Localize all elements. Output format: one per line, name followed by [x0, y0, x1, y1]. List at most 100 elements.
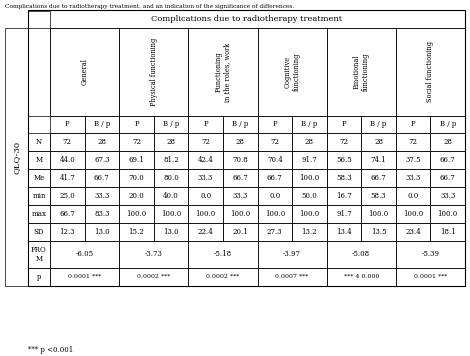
Text: 22.4: 22.4: [198, 228, 213, 236]
Text: B / p: B / p: [232, 120, 249, 129]
Bar: [431, 169, 465, 187]
Text: 42.4: 42.4: [198, 156, 213, 164]
Text: 13.0: 13.0: [94, 228, 110, 236]
Text: -5.18: -5.18: [214, 251, 232, 258]
Bar: [396, 241, 465, 268]
Text: 18.1: 18.1: [440, 228, 455, 236]
Text: 27.3: 27.3: [267, 228, 282, 236]
Bar: [154, 223, 188, 241]
Bar: [292, 205, 327, 223]
Text: 91.7: 91.7: [336, 210, 352, 218]
Bar: [28, 187, 50, 205]
Text: 81.2: 81.2: [163, 156, 179, 164]
Text: 100.0: 100.0: [126, 210, 147, 218]
Text: 0.0: 0.0: [269, 192, 281, 200]
Bar: [361, 205, 396, 223]
Text: 72: 72: [408, 138, 418, 146]
Text: 16.7: 16.7: [336, 192, 352, 200]
Bar: [223, 223, 258, 241]
Text: 74.1: 74.1: [371, 156, 386, 164]
Bar: [28, 268, 50, 286]
Text: 100.0: 100.0: [161, 210, 181, 218]
Text: 20.1: 20.1: [232, 228, 248, 236]
Bar: [327, 151, 361, 169]
Bar: [258, 28, 327, 116]
Text: 66.7: 66.7: [440, 174, 455, 182]
Bar: [396, 28, 465, 116]
Text: -3.97: -3.97: [283, 251, 301, 258]
Bar: [50, 133, 85, 151]
Bar: [50, 116, 85, 133]
Bar: [50, 151, 85, 169]
Text: 58.3: 58.3: [336, 174, 352, 182]
Bar: [188, 151, 223, 169]
Text: 66.7: 66.7: [94, 174, 110, 182]
Bar: [396, 268, 465, 286]
Text: B / p: B / p: [370, 120, 387, 129]
Text: 37.5: 37.5: [405, 156, 421, 164]
Bar: [258, 116, 292, 133]
Bar: [431, 205, 465, 223]
Bar: [119, 205, 154, 223]
Bar: [223, 133, 258, 151]
Bar: [188, 133, 223, 151]
Bar: [28, 205, 50, 223]
Text: P: P: [273, 120, 277, 129]
Bar: [223, 205, 258, 223]
Bar: [396, 133, 431, 151]
Bar: [28, 11, 50, 116]
Text: 28: 28: [374, 138, 383, 146]
Bar: [50, 169, 85, 187]
Bar: [223, 116, 258, 133]
Bar: [361, 151, 396, 169]
Bar: [154, 133, 188, 151]
Text: 100.0: 100.0: [230, 210, 251, 218]
Bar: [258, 151, 292, 169]
Text: 70.0: 70.0: [129, 174, 144, 182]
Bar: [119, 169, 154, 187]
Text: Complications due to radiotherapy treatment, and an indication of the significan: Complications due to radiotherapy treatm…: [5, 4, 294, 9]
Text: 100.0: 100.0: [403, 210, 423, 218]
Bar: [119, 28, 188, 116]
Text: min: min: [32, 192, 46, 200]
Bar: [188, 268, 258, 286]
Text: 66.7: 66.7: [267, 174, 282, 182]
Text: 13.5: 13.5: [371, 228, 386, 236]
Text: 70.4: 70.4: [267, 156, 282, 164]
Bar: [119, 223, 154, 241]
Bar: [154, 205, 188, 223]
Bar: [28, 151, 50, 169]
Bar: [431, 187, 465, 205]
Text: 100.0: 100.0: [196, 210, 216, 218]
Bar: [85, 169, 119, 187]
Bar: [292, 151, 327, 169]
Bar: [154, 151, 188, 169]
Text: 91.7: 91.7: [301, 156, 317, 164]
Bar: [28, 10, 465, 286]
Text: Complications due to radiotherapy treatment: Complications due to radiotherapy treatm…: [151, 15, 342, 23]
Bar: [50, 187, 85, 205]
Bar: [50, 268, 119, 286]
Bar: [396, 223, 431, 241]
Text: max: max: [31, 210, 47, 218]
Bar: [28, 169, 50, 187]
Text: 50.0: 50.0: [301, 192, 317, 200]
Text: 25.0: 25.0: [59, 192, 75, 200]
Text: P: P: [134, 120, 139, 129]
Bar: [396, 116, 431, 133]
Text: 44.0: 44.0: [59, 156, 75, 164]
Bar: [119, 133, 154, 151]
Text: Social functioning: Social functioning: [426, 42, 434, 103]
Bar: [431, 151, 465, 169]
Bar: [85, 187, 119, 205]
Bar: [396, 187, 431, 205]
Bar: [431, 223, 465, 241]
Bar: [28, 241, 50, 268]
Text: 72: 72: [201, 138, 210, 146]
Text: 66.7: 66.7: [440, 156, 455, 164]
Text: 66.7: 66.7: [371, 174, 386, 182]
Bar: [188, 187, 223, 205]
Text: SD: SD: [34, 228, 44, 236]
Text: 0.0001 ***: 0.0001 ***: [414, 274, 447, 279]
Text: 67.3: 67.3: [94, 156, 110, 164]
